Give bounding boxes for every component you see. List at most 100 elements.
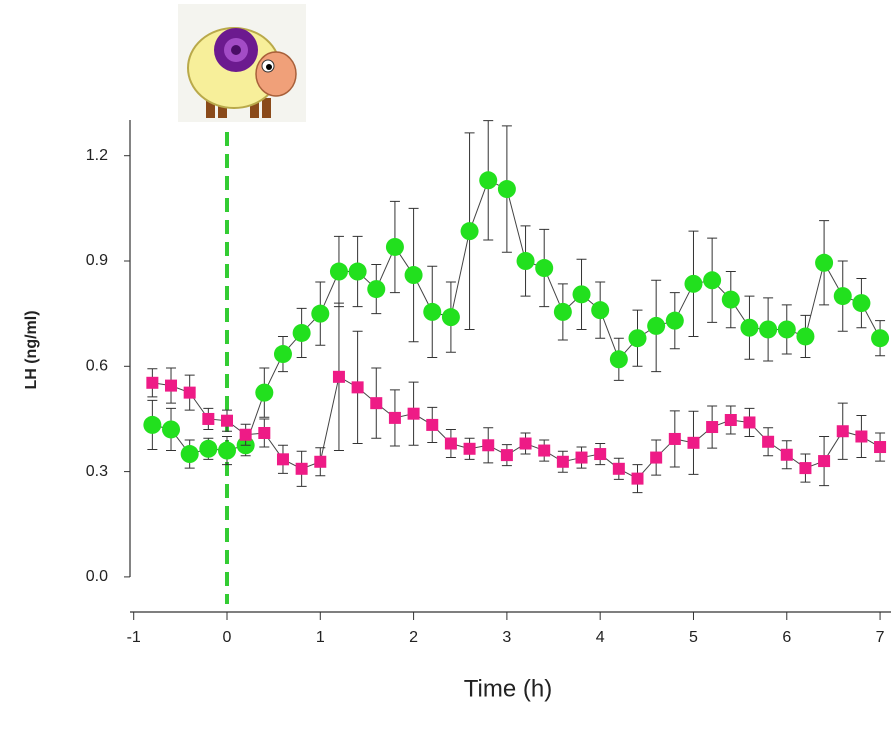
data-point — [668, 432, 681, 445]
data-point — [367, 280, 386, 299]
data-point — [535, 259, 554, 278]
data-point — [295, 462, 308, 475]
data-point — [665, 311, 684, 330]
data-point — [721, 290, 740, 309]
y-tick-label: 0.9 — [86, 252, 108, 269]
x-tick-label: -1 — [127, 629, 141, 646]
data-point — [370, 397, 383, 410]
data-point — [292, 323, 311, 342]
data-point — [385, 237, 404, 256]
data-point — [220, 414, 233, 427]
data-point — [460, 222, 479, 241]
data-point — [314, 455, 327, 468]
data-point — [650, 451, 663, 464]
y-tick-label: 0.0 — [86, 568, 108, 585]
data-point — [329, 262, 348, 281]
data-point — [255, 383, 274, 402]
data-point — [836, 425, 849, 438]
data-point — [404, 266, 423, 285]
y-tick-label: 0.6 — [86, 358, 108, 375]
data-point — [239, 428, 252, 441]
data-point — [609, 350, 628, 369]
data-point — [684, 274, 703, 293]
data-point — [311, 304, 330, 323]
data-point — [628, 329, 647, 348]
data-point — [556, 455, 569, 468]
data-point — [799, 462, 812, 475]
data-point — [703, 271, 722, 290]
data-point — [497, 180, 516, 199]
data-point — [796, 327, 815, 346]
data-point — [217, 441, 236, 460]
data-point — [553, 302, 572, 321]
data-point — [647, 316, 666, 335]
data-point — [759, 320, 778, 339]
data-point — [575, 451, 588, 464]
data-point — [441, 308, 460, 327]
data-point — [426, 418, 439, 431]
data-point — [871, 329, 890, 348]
x-tick-label: 6 — [782, 629, 791, 646]
data-point — [463, 442, 476, 455]
data-point — [482, 439, 495, 452]
data-point — [332, 370, 345, 383]
data-point — [594, 448, 607, 461]
sheep-icon — [178, 4, 306, 122]
data-point — [724, 414, 737, 427]
data-point — [687, 436, 700, 449]
data-point — [777, 320, 796, 339]
x-tick-label: 1 — [316, 629, 325, 646]
data-point — [740, 318, 759, 337]
data-point — [423, 302, 442, 321]
data-point — [516, 252, 535, 270]
data-point — [180, 445, 199, 464]
data-point — [202, 412, 215, 425]
data-point — [538, 444, 551, 457]
data-point — [815, 253, 834, 272]
data-point — [500, 449, 513, 462]
x-tick-label: 2 — [409, 629, 418, 646]
y-axis-label: LH (ng/ml) — [23, 310, 40, 389]
data-point — [162, 420, 181, 439]
data-point — [348, 262, 367, 281]
data-point — [852, 294, 871, 313]
data-point — [612, 462, 625, 475]
data-point — [479, 171, 498, 190]
data-point — [388, 411, 401, 424]
data-point — [874, 441, 887, 454]
data-point — [855, 430, 868, 443]
data-point — [818, 455, 831, 468]
y-tick-label: 1.2 — [86, 147, 108, 164]
y-tick-label: 0.3 — [86, 463, 108, 480]
data-point — [780, 448, 793, 461]
data-point — [572, 285, 591, 304]
data-point — [165, 379, 178, 392]
data-point — [762, 435, 775, 448]
x-tick-label: 7 — [876, 629, 885, 646]
series-line — [152, 179, 881, 455]
data-point — [407, 407, 420, 420]
data-point — [833, 287, 852, 306]
data-point — [519, 437, 532, 450]
data-point — [276, 453, 289, 466]
data-point — [183, 386, 196, 399]
data-point — [631, 472, 644, 485]
data-point — [143, 415, 162, 434]
data-point — [273, 345, 292, 364]
data-point — [258, 426, 271, 439]
series-line — [152, 376, 881, 480]
data-point — [351, 381, 364, 394]
x-tick-label: 0 — [223, 629, 232, 646]
data-point — [444, 437, 457, 450]
data-point — [743, 416, 756, 429]
data-point — [591, 301, 610, 320]
data-point — [199, 439, 218, 458]
data-point — [706, 421, 719, 434]
x-axis-label: Time (h) — [464, 675, 552, 702]
x-tick-label: 5 — [689, 629, 698, 646]
x-tick-label: 3 — [502, 629, 511, 646]
x-tick-label: 4 — [596, 629, 605, 646]
data-point — [146, 376, 159, 389]
